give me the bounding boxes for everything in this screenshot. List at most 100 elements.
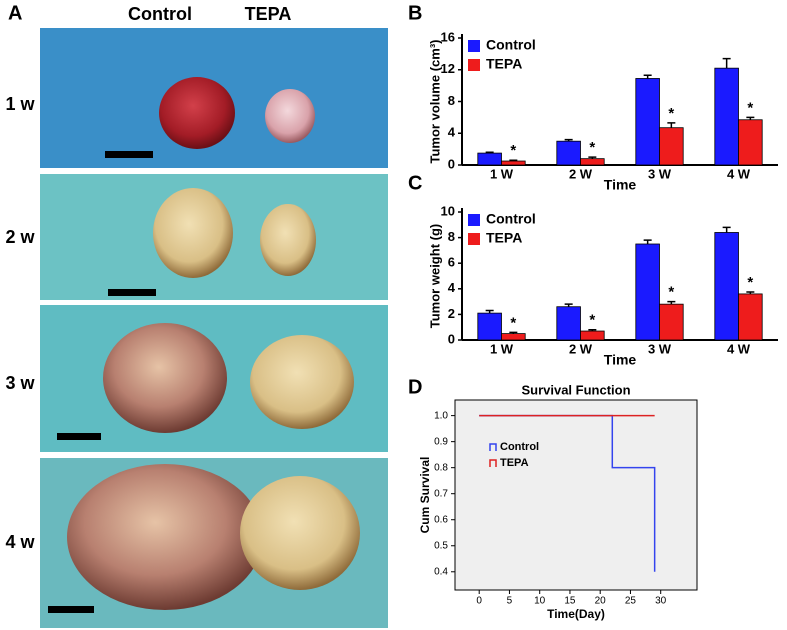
panel-label: D xyxy=(408,376,422,398)
legend-label: Control xyxy=(500,441,539,453)
panel-label: B xyxy=(408,2,422,24)
scale-bar xyxy=(57,433,101,440)
y-tick-label: 0.4 xyxy=(434,566,448,577)
significance: * xyxy=(747,274,753,291)
error-bar xyxy=(588,156,597,159)
bar xyxy=(738,293,763,341)
legend-swatch xyxy=(468,233,480,245)
bar xyxy=(501,160,526,166)
x-tick-label: 1 W xyxy=(490,166,514,181)
y-tick-label: 4 xyxy=(448,280,456,295)
column-label: TEPA xyxy=(245,4,292,24)
bar xyxy=(556,306,581,341)
error-bar xyxy=(588,329,597,332)
tumor xyxy=(260,204,316,276)
error-bar xyxy=(564,138,573,142)
y-tick-label: 0.8 xyxy=(434,462,448,473)
y-axis-label: Tumor volume (cm³) xyxy=(427,40,442,164)
error-bar xyxy=(485,309,494,314)
x-tick-label: 4 W xyxy=(727,341,751,356)
tumor xyxy=(240,476,360,590)
bar xyxy=(580,330,605,341)
x-tick-label: 1 W xyxy=(490,341,514,356)
legend-label: TEPA xyxy=(486,56,522,72)
significance: * xyxy=(589,139,595,156)
bar xyxy=(580,158,605,166)
x-tick-label: 30 xyxy=(655,596,667,607)
chart-title: Survival Function xyxy=(521,382,630,397)
tumor xyxy=(265,89,315,143)
y-tick-label: 0.6 xyxy=(434,514,448,525)
bar xyxy=(635,243,660,341)
x-axis-label: Time xyxy=(604,177,637,193)
y-tick-label: 12 xyxy=(441,61,455,76)
significance: * xyxy=(589,312,595,329)
error-bar xyxy=(722,226,731,233)
y-tick-label: 1.0 xyxy=(434,410,448,421)
y-tick-label: 2 xyxy=(448,306,455,321)
x-tick-label: 10 xyxy=(534,596,546,607)
error-bar xyxy=(564,303,573,307)
bar xyxy=(714,67,739,166)
y-tick-label: 0.7 xyxy=(434,488,448,499)
bar xyxy=(635,78,660,166)
row-label: 2 w xyxy=(5,227,35,247)
x-tick-label: 3 W xyxy=(648,341,672,356)
y-tick-label: 8 xyxy=(448,229,455,244)
y-tick-label: 0 xyxy=(448,156,455,171)
error-bar xyxy=(667,300,676,305)
plot-area xyxy=(454,399,698,591)
error-bar xyxy=(485,151,494,154)
panel-a: A Control TEPA 1 w 2 w 3 w 4 w xyxy=(5,2,388,628)
y-tick-label: 0 xyxy=(448,331,455,346)
error-bar xyxy=(722,57,731,69)
bar xyxy=(556,140,581,166)
panel-label: A xyxy=(8,2,22,24)
error-bar xyxy=(746,116,755,120)
row-label: 1 w xyxy=(5,94,35,114)
bar xyxy=(659,127,684,166)
x-tick-label: 2 W xyxy=(569,341,593,356)
x-tick-label: 20 xyxy=(595,596,607,607)
bar xyxy=(738,119,763,166)
x-tick-label: 3 W xyxy=(648,166,672,181)
error-bar xyxy=(509,159,518,162)
tumor xyxy=(250,335,354,429)
bar xyxy=(477,312,502,341)
y-tick-label: 10 xyxy=(441,203,455,218)
y-tick-label: 16 xyxy=(441,29,455,44)
y-tick-label: 0.9 xyxy=(434,436,448,447)
y-tick-label: 8 xyxy=(448,93,455,108)
legend-icon xyxy=(489,443,497,451)
legend-swatch xyxy=(468,40,480,52)
legend-label: TEPA xyxy=(500,457,529,469)
legend-label: Control xyxy=(486,211,536,227)
significance: * xyxy=(668,284,674,301)
legend-label: Control xyxy=(486,37,536,53)
y-tick-label: 4 xyxy=(448,125,456,140)
tumor xyxy=(153,188,233,278)
y-axis-label: Cum Survival xyxy=(418,457,432,534)
error-bar xyxy=(643,239,652,244)
legend-label: TEPA xyxy=(486,230,522,246)
error-bar xyxy=(667,122,676,128)
row-label: 3 w xyxy=(5,373,35,393)
x-axis-label: Time(Day) xyxy=(547,607,605,621)
row-label: 4 w xyxy=(5,532,35,552)
column-label: Control xyxy=(128,4,192,24)
legend-icon xyxy=(489,459,497,467)
error-bar xyxy=(509,331,518,334)
x-tick-label: 25 xyxy=(625,596,637,607)
y-tick-label: 6 xyxy=(448,255,455,270)
scale-bar xyxy=(48,606,94,613)
tumor xyxy=(159,77,235,149)
x-axis-label: Time xyxy=(604,352,637,368)
significance: * xyxy=(668,105,674,122)
error-bar xyxy=(746,291,755,294)
bar xyxy=(714,232,739,341)
panel-label: C xyxy=(408,172,422,194)
significance: * xyxy=(510,142,516,159)
tumor xyxy=(67,464,263,610)
x-tick-label: 5 xyxy=(507,596,513,607)
